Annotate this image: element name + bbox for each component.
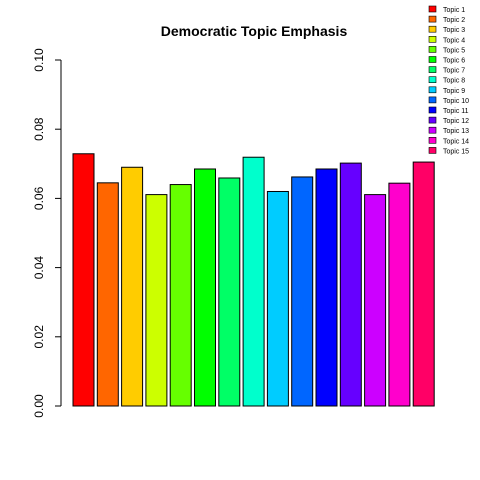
legend-swatch — [428, 106, 437, 114]
legend-swatch — [428, 35, 437, 43]
y-tick-label: 0.06 — [32, 186, 46, 210]
legend-swatch — [428, 116, 437, 124]
legend: Topic 1 Topic 2 Topic 3 Topic 4 Topic 5 Topic… — [428, 5, 469, 155]
y-tick-label: 0.00 — [32, 394, 46, 418]
bar — [315, 168, 338, 407]
legend-label: Topic 2 — [443, 17, 465, 24]
bar — [145, 194, 168, 407]
legend-swatch — [428, 147, 437, 154]
legend-swatch — [428, 126, 437, 134]
bar — [364, 194, 387, 407]
bar — [169, 184, 192, 407]
y-tick-label: 0.08 — [32, 117, 46, 141]
y-tick-label: 0.02 — [32, 325, 46, 349]
bar — [96, 182, 119, 407]
legend-swatch — [428, 46, 437, 53]
bar — [339, 162, 362, 407]
legend-label: Topic 3 — [443, 27, 465, 34]
bar — [291, 176, 314, 407]
chart-title: Democratic Topic Emphasis — [161, 23, 348, 39]
legend-label: Topic 9 — [443, 88, 465, 95]
y-tick-label: 0.10 — [32, 48, 46, 72]
legend-label: Topic 10 — [443, 98, 469, 105]
bars — [72, 153, 435, 407]
legend-swatch — [428, 5, 437, 13]
bar — [266, 190, 289, 407]
legend-label: Topic 13 — [443, 128, 469, 135]
legend-swatch — [428, 25, 437, 33]
legend-swatch — [428, 137, 437, 144]
bar — [72, 153, 95, 407]
legend-label: Topic 11 — [443, 108, 469, 115]
bar — [412, 161, 435, 407]
legend-label: Topic 5 — [443, 47, 465, 54]
legend-label: Topic 8 — [443, 78, 465, 85]
y-tick-label: 0.04 — [32, 256, 46, 280]
bar — [242, 156, 265, 407]
legend-swatch — [428, 76, 437, 83]
legend-swatch — [428, 86, 437, 94]
legend-label: Topic 6 — [443, 58, 465, 65]
legend-label: Topic 15 — [443, 148, 469, 155]
legend-label: Topic 12 — [443, 118, 469, 125]
legend-swatch — [428, 15, 437, 23]
bar — [388, 182, 411, 407]
legend-swatch — [428, 56, 437, 63]
legend-label: Topic 4 — [443, 37, 465, 44]
legend-label: Topic 1 — [443, 7, 465, 14]
y-axis: 0.00 0.02 0.04 0.06 0.08 0.10 — [32, 48, 62, 418]
bar — [121, 166, 144, 407]
legend-label: Topic 14 — [443, 138, 469, 145]
legend-swatch — [428, 96, 437, 104]
legend-swatch — [428, 66, 437, 73]
bar — [218, 177, 241, 407]
bar — [194, 168, 216, 407]
legend-label: Topic 7 — [443, 68, 465, 75]
